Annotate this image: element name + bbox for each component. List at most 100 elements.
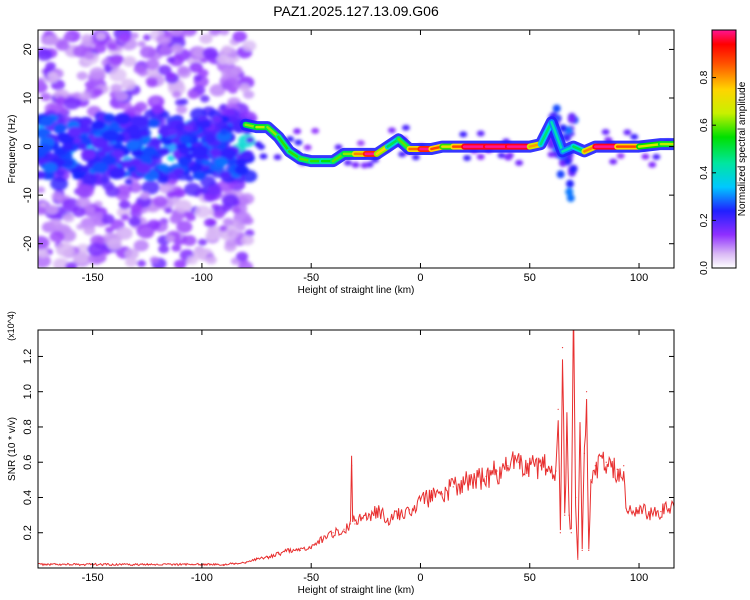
- x-tick-label: 100: [630, 272, 648, 284]
- spectral-noise-blob: [219, 225, 228, 232]
- spectral-feature-blob: [563, 157, 572, 166]
- ridge-core: [277, 135, 291, 153]
- spectral-band-blob: [547, 151, 556, 158]
- spectral-band-blob: [38, 115, 55, 127]
- y-tick-label: -10: [22, 187, 34, 203]
- x-tick-label: 100: [630, 572, 648, 584]
- spectral-noise-blob: [52, 258, 70, 268]
- spectral-noise-blob: [80, 217, 97, 230]
- spectral-noise-blob: [73, 251, 90, 265]
- spectral-noise-blob: [63, 96, 81, 110]
- spectral-noise-blob: [194, 205, 211, 218]
- spectral-noise-blob: [186, 255, 198, 265]
- spectral-noise-blob: [107, 42, 118, 51]
- spectral-noise-blob: [50, 176, 69, 191]
- spectral-noise-blob: [76, 71, 88, 81]
- spectral-noise-blob: [221, 45, 233, 54]
- spectral-noise-blob: [128, 216, 142, 227]
- colorbar-tick-label: 0.4: [699, 165, 710, 179]
- snr-data-point: [559, 532, 561, 534]
- snr-data-point: [398, 514, 400, 516]
- spectral-noise-blob: [76, 184, 95, 199]
- spectral-band-blob: [121, 160, 133, 169]
- spectral-noise-blob: [105, 226, 114, 234]
- spectral-noise-blob: [90, 211, 104, 222]
- snr-data-point: [529, 461, 531, 463]
- spectral-band-blob: [273, 154, 282, 161]
- spectral-band-blob: [235, 158, 247, 167]
- spectral-band-blob: [101, 129, 119, 142]
- spectral-band-blob: [184, 153, 195, 160]
- spectral-noise-blob: [205, 255, 217, 265]
- spectral-noise-blob: [44, 34, 59, 46]
- snr-data-point: [441, 493, 443, 495]
- spectral-band-blob: [158, 147, 170, 156]
- spectral-band-blob: [146, 118, 161, 128]
- spectral-noise-blob: [157, 64, 172, 76]
- snr-data-point: [575, 496, 577, 499]
- spectral-noise-blob: [176, 105, 188, 114]
- spectral-noise-blob: [206, 227, 217, 235]
- spectral-band-blob: [72, 171, 85, 180]
- spectral-feature-blob: [562, 133, 571, 142]
- spectral-band-blob: [398, 151, 407, 158]
- spectral-band-blob: [202, 159, 211, 166]
- spectral-band-blob: [142, 145, 157, 157]
- snr-data-point: [507, 465, 509, 467]
- spectral-band-blob: [220, 147, 237, 160]
- spectral-band-blob: [56, 117, 66, 125]
- spectral-noise-blob: [202, 47, 219, 60]
- spectral-band-blob: [92, 161, 109, 174]
- spectral-noise-blob: [49, 230, 65, 243]
- snr-data-point: [638, 507, 640, 509]
- spectral-noise-blob: [166, 72, 176, 79]
- spectral-band-blob: [189, 165, 199, 172]
- y-tick-label: 1.0: [22, 384, 34, 399]
- spectral-noise-blob: [142, 34, 152, 41]
- y-tick-label: 1.2: [22, 349, 34, 364]
- spectral-noise-blob: [183, 182, 202, 196]
- spectral-band-blob: [114, 113, 131, 125]
- spectral-noise-blob: [84, 206, 95, 214]
- snr-data-point: [474, 479, 476, 481]
- spectral-band-blob: [205, 168, 215, 175]
- spectral-band-blob: [609, 158, 618, 165]
- snr-data-point: [321, 539, 323, 541]
- snr-data-point: [540, 465, 542, 467]
- snr-series-line: [38, 330, 674, 567]
- x-tick-label: -50: [303, 572, 319, 584]
- spectral-noise-blob: [38, 236, 50, 250]
- spectral-noise-blob: [38, 248, 49, 258]
- snr-data-point: [408, 509, 411, 511]
- spectral-noise-blob: [81, 173, 98, 186]
- spectral-band-blob: [334, 144, 343, 151]
- ridge-halo: [239, 116, 674, 168]
- spectral-noise-blob: [163, 31, 173, 38]
- spectral-noise-blob: [225, 57, 236, 65]
- colorbar-label: Normalized spectral amplitude: [737, 81, 748, 216]
- colorbar-tick-label: 0.6: [699, 118, 710, 132]
- spectral-band-blob: [257, 143, 266, 150]
- y-tick-label: 20: [22, 43, 34, 55]
- spectral-noise-blob: [166, 191, 176, 199]
- spectral-feature-blob: [569, 165, 578, 174]
- spectral-band-blob: [67, 126, 83, 138]
- snr-data-point: [551, 470, 553, 472]
- spectral-band-blob: [173, 167, 185, 176]
- snr-multiplier: (x10^4): [6, 311, 16, 341]
- snr-data-point: [605, 461, 607, 463]
- spectral-band-blob: [351, 161, 360, 168]
- spectral-noise-blob: [115, 189, 131, 201]
- spectral-noise-blob: [151, 104, 164, 115]
- spectral-noise-blob: [55, 39, 70, 51]
- spectral-noise-blob: [124, 178, 133, 185]
- spectral-band-blob: [77, 143, 87, 150]
- spectral-noise-blob: [48, 218, 62, 229]
- spectral-noise-blob: [124, 248, 139, 260]
- spectral-band-blob: [53, 123, 67, 133]
- spectral-noise-blob: [72, 206, 86, 218]
- snr-data-point: [354, 523, 356, 525]
- spectral-band-blob: [80, 117, 93, 127]
- snr-data-point: [585, 391, 588, 393]
- snr-data-point: [349, 523, 352, 525]
